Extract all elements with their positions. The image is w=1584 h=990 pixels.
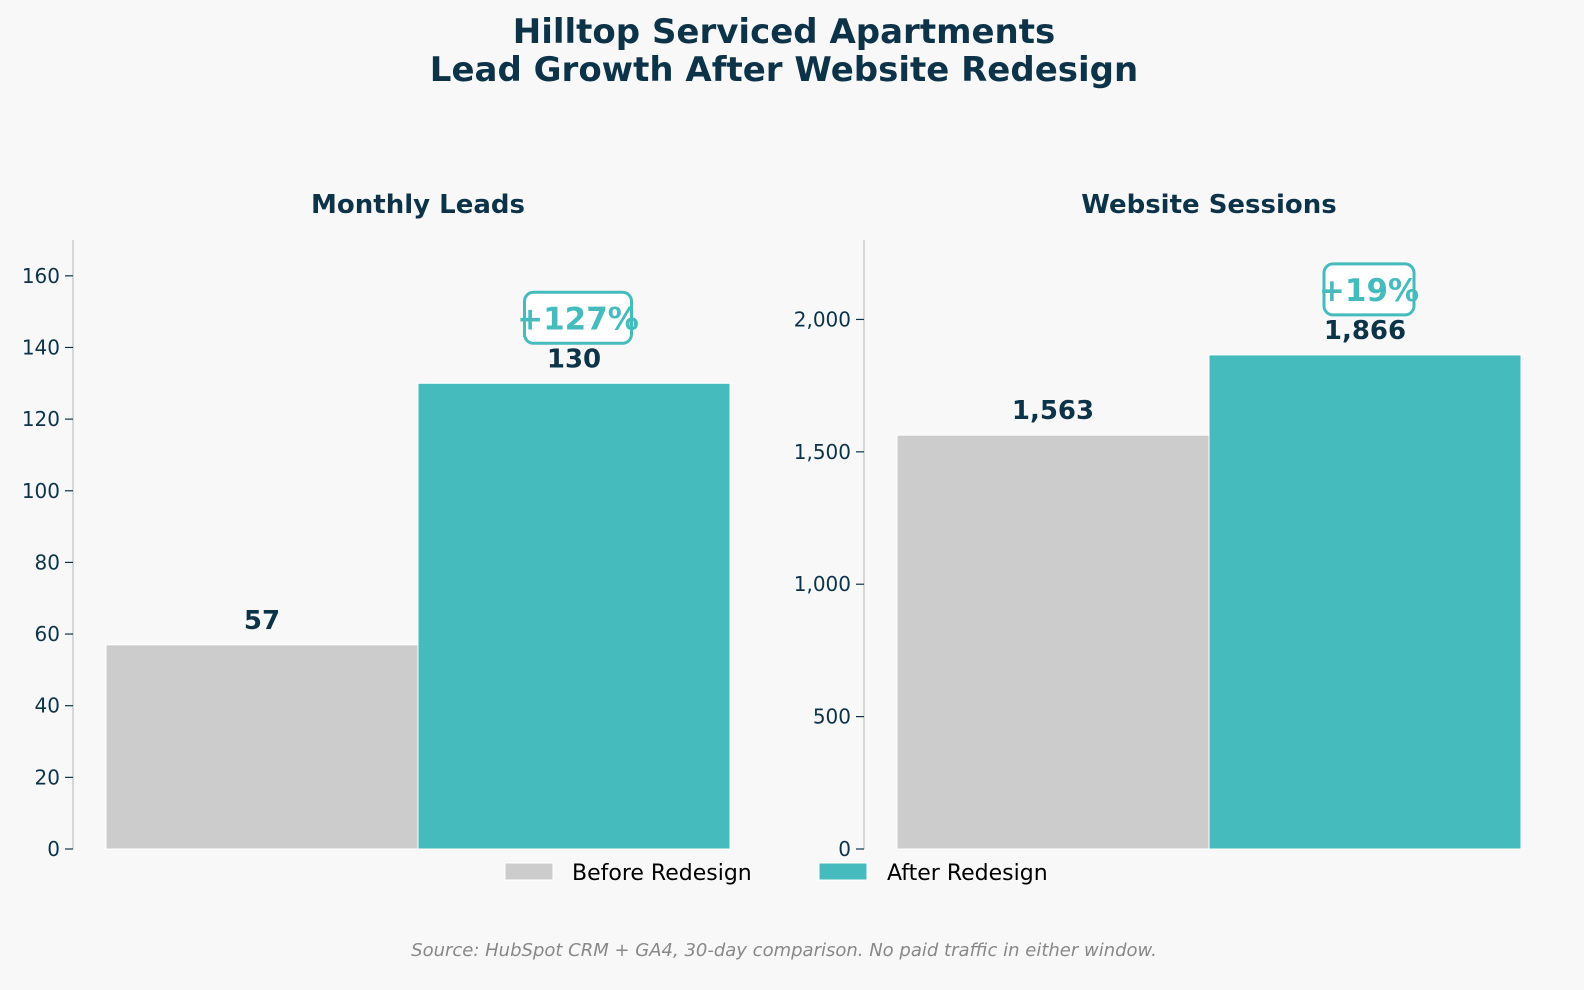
y-tick-label: 160 xyxy=(22,264,60,288)
change-badge-label: +127% xyxy=(517,301,639,337)
legend-label-before: Before Redesign xyxy=(572,861,752,886)
legend-swatch-before xyxy=(504,862,554,881)
y-tick-label: 20 xyxy=(35,765,60,789)
data-label: 130 xyxy=(547,344,601,374)
chart-title-line2: Lead Growth After Website Redesign xyxy=(430,50,1138,90)
source-note: Source: HubSpot CRM + GA4, 30-day compar… xyxy=(411,940,1157,961)
y-tick-label: 100 xyxy=(22,479,60,503)
bar-before xyxy=(896,434,1210,850)
y-tick-label: 1,500 xyxy=(794,440,851,464)
chart-title-line1: Hilltop Serviced Apartments xyxy=(513,12,1056,52)
y-tick-label: 0 xyxy=(838,837,851,861)
bar-after xyxy=(1208,354,1522,850)
panel-title: Monthly Leads xyxy=(311,190,525,220)
y-tick-label: 140 xyxy=(22,335,60,359)
legend: Before Redesign After Redesign xyxy=(504,861,1048,886)
panel-0: Monthly Leads 0 20 40 60 80 100 120 140 160 57 130 +… xyxy=(22,190,731,861)
bar-before xyxy=(105,644,419,850)
change-badge xyxy=(1322,262,1416,317)
y-tick-label: 120 xyxy=(22,407,60,431)
y-tick-label: 1,000 xyxy=(794,572,851,596)
panel-title: Website Sessions xyxy=(1081,190,1337,220)
data-label: 1,866 xyxy=(1324,316,1406,346)
y-tick-label: 40 xyxy=(35,694,60,718)
y-tick-label: 60 xyxy=(35,622,60,646)
y-tick-label: 2,000 xyxy=(794,307,851,331)
panel-1: Website Sessions 0 500 1,000 1,500 2,000 1,563… xyxy=(794,190,1522,861)
y-tick-label: 80 xyxy=(35,550,60,574)
bar-after xyxy=(417,382,731,850)
y-tick-label: 0 xyxy=(47,837,60,861)
legend-label-after: After Redesign xyxy=(887,861,1048,886)
legend-swatch-after xyxy=(818,862,868,881)
change-badge xyxy=(523,290,633,345)
data-label: 57 xyxy=(244,606,280,636)
change-badge-label: +19% xyxy=(1319,273,1419,309)
data-label: 1,563 xyxy=(1012,396,1094,426)
y-tick-label: 500 xyxy=(813,705,851,729)
